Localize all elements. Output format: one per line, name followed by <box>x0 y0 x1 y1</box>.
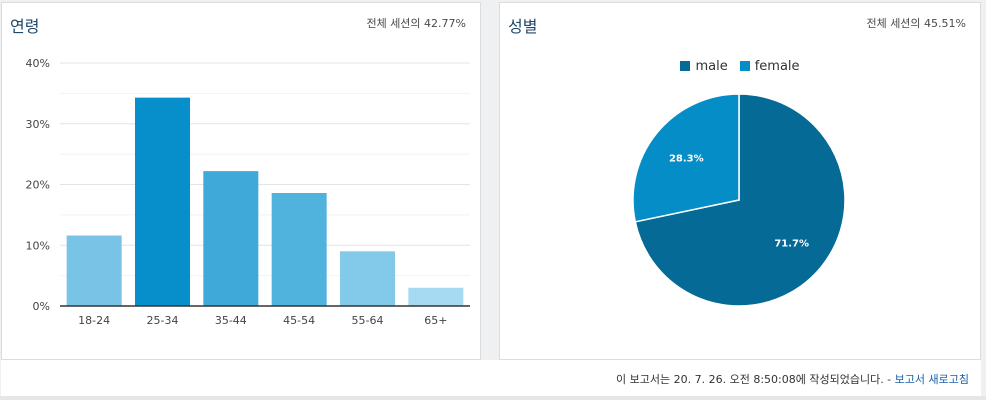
legend-item-male[interactable]: male <box>680 59 728 74</box>
refresh-report-link[interactable]: 보고서 새로고침 <box>894 373 969 386</box>
footer-line: 이 보고서는 20. 7. 26. 오전 8:50:08에 작성되었습니다. -… <box>616 371 969 387</box>
legend-swatch <box>680 61 691 71</box>
y-tick-label: 40% <box>26 57 50 70</box>
x-tick-label: 65+ <box>424 314 447 327</box>
pie-slice-male[interactable] <box>634 93 846 307</box>
age-bar-chart: 0% 10% 20% 30% 40% 18-24 25-34 35-44 45-54 55-64 6… <box>26 57 470 327</box>
gender-pie-chart: 71.7% 28.3% <box>632 93 846 307</box>
bar-18-24[interactable] <box>66 235 122 306</box>
y-tick-label: 20% <box>26 179 50 192</box>
x-tick-label: 18-24 <box>78 314 110 327</box>
report-footer: 이 보고서는 20. 7. 26. 오전 8:50:08에 작성되었습니다. -… <box>1 360 981 396</box>
x-tick-label: 45-54 <box>283 314 315 327</box>
age-panel: 연령 전체 세션의 42.77% 0% 10% 20% 30% 40% 18-24 25-3… <box>1 2 481 360</box>
gender-panel-subtitle: 전체 세션의 45.51% <box>866 17 966 30</box>
bottom-strip <box>0 396 986 400</box>
pie-slice-label: 71.7% <box>774 239 809 250</box>
bar-55-64[interactable] <box>340 251 395 306</box>
gender-panel-title: 성별 <box>508 17 538 36</box>
bar-65+[interactable] <box>408 287 464 306</box>
gender-legend: male female <box>500 59 980 74</box>
report-timestamp: 이 보고서는 20. 7. 26. 오전 8:50:08에 작성되었습니다. - <box>616 373 895 386</box>
age-panel-title: 연령 <box>10 17 40 36</box>
x-tick-label: 55-64 <box>352 314 384 327</box>
y-tick-label: 10% <box>26 239 50 252</box>
x-tick-label: 35-44 <box>215 314 247 327</box>
bar-35-44[interactable] <box>203 171 259 306</box>
x-tick-label: 25-34 <box>147 314 179 327</box>
pie-slice-female[interactable] <box>632 93 740 223</box>
y-tick-label: 30% <box>26 118 50 131</box>
legend-swatch <box>739 61 750 71</box>
gender-panel: 성별 전체 세션의 45.51% male female 71.7% 28.3% <box>499 2 981 360</box>
y-tick-label: 0% <box>33 300 50 313</box>
legend-label: male <box>695 59 728 74</box>
pie-slice-label: 28.3% <box>669 153 704 164</box>
bar-45-54[interactable] <box>271 193 327 306</box>
legend-label: female <box>754 59 800 74</box>
legend-item-female[interactable]: female <box>739 59 800 74</box>
age-panel-subtitle: 전체 세션의 42.77% <box>366 17 466 30</box>
bar-25-34[interactable] <box>135 97 190 306</box>
